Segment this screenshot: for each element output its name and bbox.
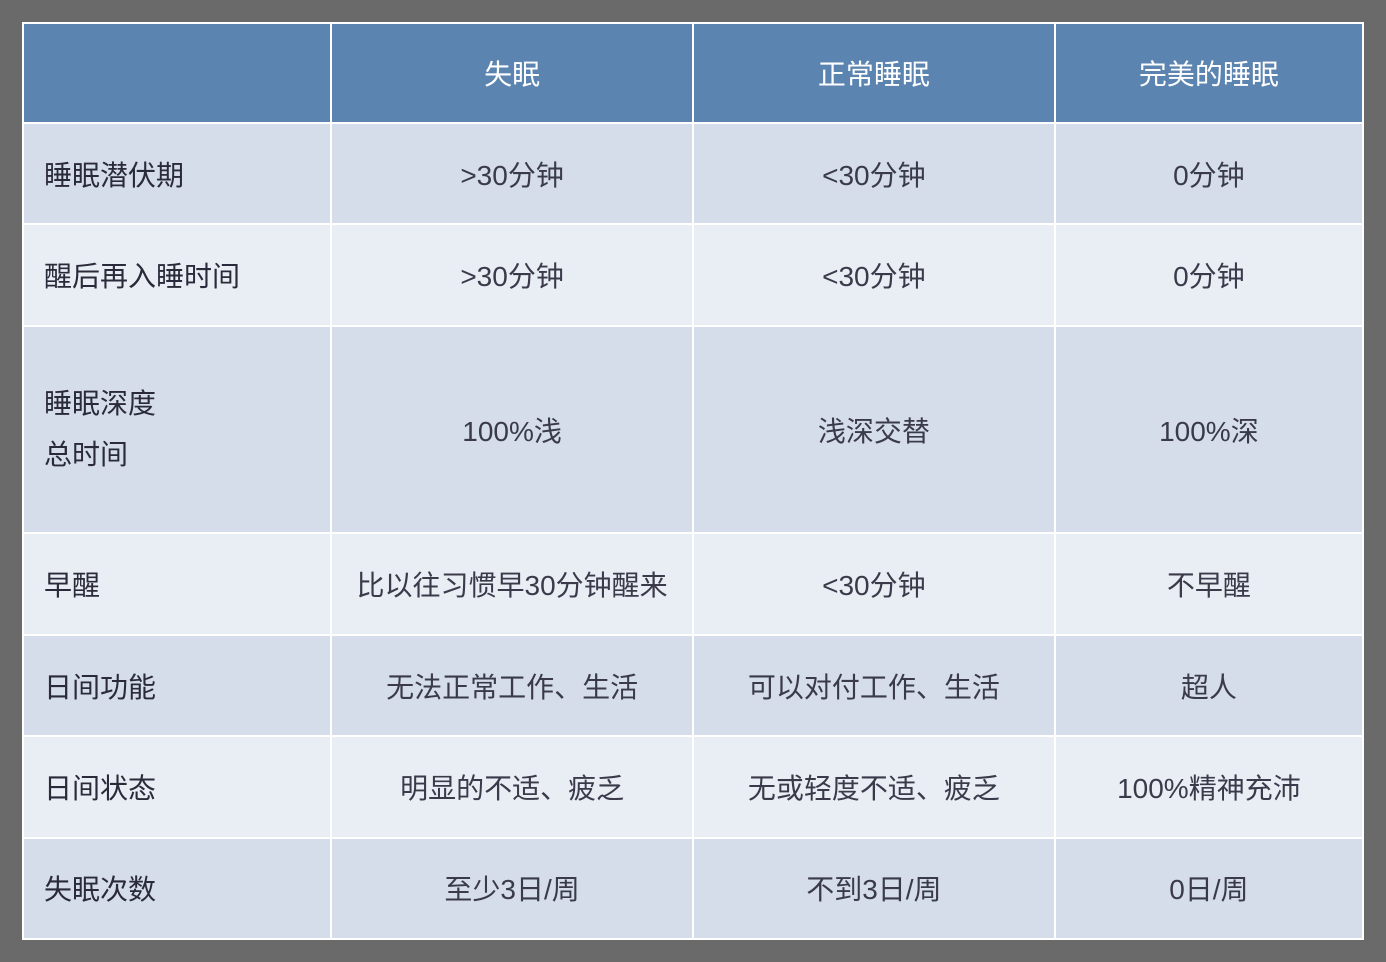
row-label-early-wake: 早醒 [23, 533, 331, 634]
header-normal-sleep: 正常睡眠 [693, 23, 1055, 123]
cell: 100%浅 [331, 326, 693, 534]
cell: 比以往习惯早30分钟醒来 [331, 533, 693, 634]
cell: <30分钟 [693, 224, 1055, 325]
cell: 不到3日/周 [693, 838, 1055, 939]
cell: 0分钟 [1055, 123, 1363, 224]
table-row: 睡眠深度 总时间 100%浅 浅深交替 100%深 [23, 326, 1363, 534]
label-line: 总时间 [44, 430, 318, 480]
table-row: 睡眠潜伏期 >30分钟 <30分钟 0分钟 [23, 123, 1363, 224]
header-perfect-sleep: 完美的睡眠 [1055, 23, 1363, 123]
cell: 100%精神充沛 [1055, 736, 1363, 837]
row-label-sleep-depth: 睡眠深度 总时间 [23, 326, 331, 534]
cell: 无或轻度不适、疲乏 [693, 736, 1055, 837]
cell: 超人 [1055, 635, 1363, 736]
cell: 100%深 [1055, 326, 1363, 534]
table-row: 日间状态 明显的不适、疲乏 无或轻度不适、疲乏 100%精神充沛 [23, 736, 1363, 837]
cell: 无法正常工作、生活 [331, 635, 693, 736]
cell: 明显的不适、疲乏 [331, 736, 693, 837]
cell: >30分钟 [331, 224, 693, 325]
table-row: 日间功能 无法正常工作、生活 可以对付工作、生活 超人 [23, 635, 1363, 736]
cell: 0分钟 [1055, 224, 1363, 325]
cell: <30分钟 [693, 533, 1055, 634]
label-line: 睡眠深度 [44, 379, 318, 429]
cell: 可以对付工作、生活 [693, 635, 1055, 736]
table-row: 失眠次数 至少3日/周 不到3日/周 0日/周 [23, 838, 1363, 939]
row-label-sleep-latency: 睡眠潜伏期 [23, 123, 331, 224]
cell: 0日/周 [1055, 838, 1363, 939]
cell: <30分钟 [693, 123, 1055, 224]
row-label-day-function: 日间功能 [23, 635, 331, 736]
cell: 至少3日/周 [331, 838, 693, 939]
header-blank [23, 23, 331, 123]
row-label-insomnia-count: 失眠次数 [23, 838, 331, 939]
comparison-table: 失眠 正常睡眠 完美的睡眠 睡眠潜伏期 >30分钟 <30分钟 0分钟 醒后再入… [22, 22, 1364, 940]
table-row: 早醒 比以往习惯早30分钟醒来 <30分钟 不早醒 [23, 533, 1363, 634]
cell: 不早醒 [1055, 533, 1363, 634]
header-insomnia: 失眠 [331, 23, 693, 123]
table-row: 醒后再入睡时间 >30分钟 <30分钟 0分钟 [23, 224, 1363, 325]
row-label-wake-after-sleep: 醒后再入睡时间 [23, 224, 331, 325]
table-header-row: 失眠 正常睡眠 完美的睡眠 [23, 23, 1363, 123]
row-label-day-state: 日间状态 [23, 736, 331, 837]
cell: 浅深交替 [693, 326, 1055, 534]
sleep-comparison-table: 失眠 正常睡眠 完美的睡眠 睡眠潜伏期 >30分钟 <30分钟 0分钟 醒后再入… [22, 22, 1364, 940]
cell: >30分钟 [331, 123, 693, 224]
